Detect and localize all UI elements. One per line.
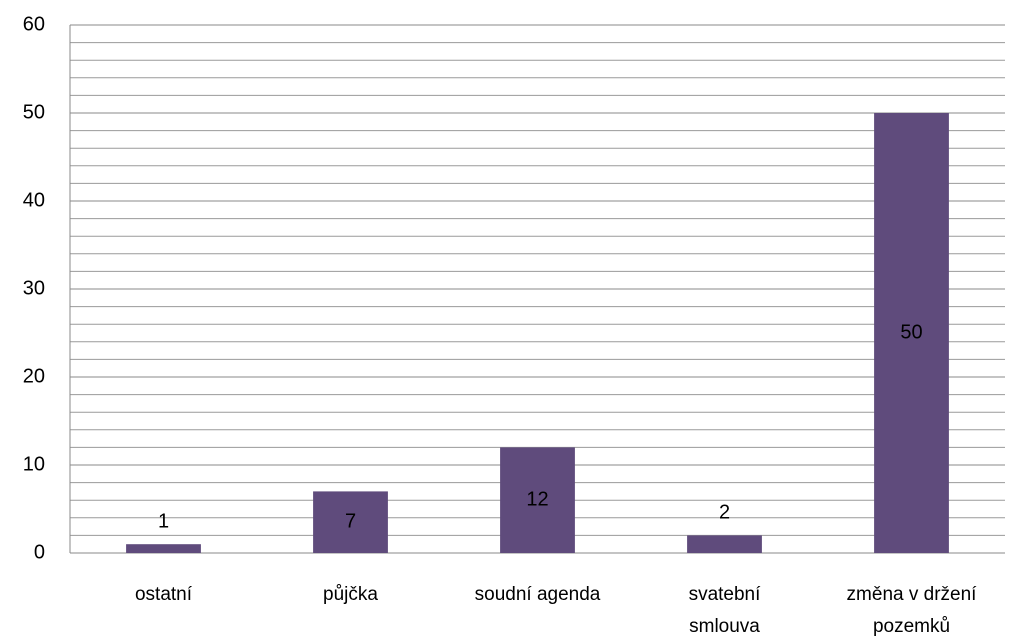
data-label: 1 [158, 510, 169, 532]
y-tick-label: 20 [23, 365, 45, 387]
x-tick-label: půjčka [323, 584, 378, 605]
bar [687, 535, 762, 553]
y-tick-label: 60 [23, 13, 45, 35]
bar [500, 447, 575, 553]
bar [313, 491, 388, 553]
x-tick-label: změna v držení pozemků [846, 584, 977, 637]
data-label: 12 [526, 488, 548, 510]
bar [126, 544, 201, 553]
y-tick-label: 30 [23, 277, 45, 299]
x-tick-label: soudní agenda [474, 584, 601, 605]
x-tick-label: svatební smlouva [688, 584, 761, 637]
y-tick-label: 10 [23, 453, 45, 475]
data-label: 7 [345, 510, 356, 532]
bar [874, 113, 949, 553]
data-label: 2 [719, 502, 730, 524]
x-tick-label: ostatní [134, 584, 193, 605]
data-label: 50 [900, 321, 922, 343]
y-tick-label: 50 [23, 101, 45, 123]
y-tick-label: 40 [23, 189, 45, 211]
y-tick-label: 0 [34, 541, 45, 563]
